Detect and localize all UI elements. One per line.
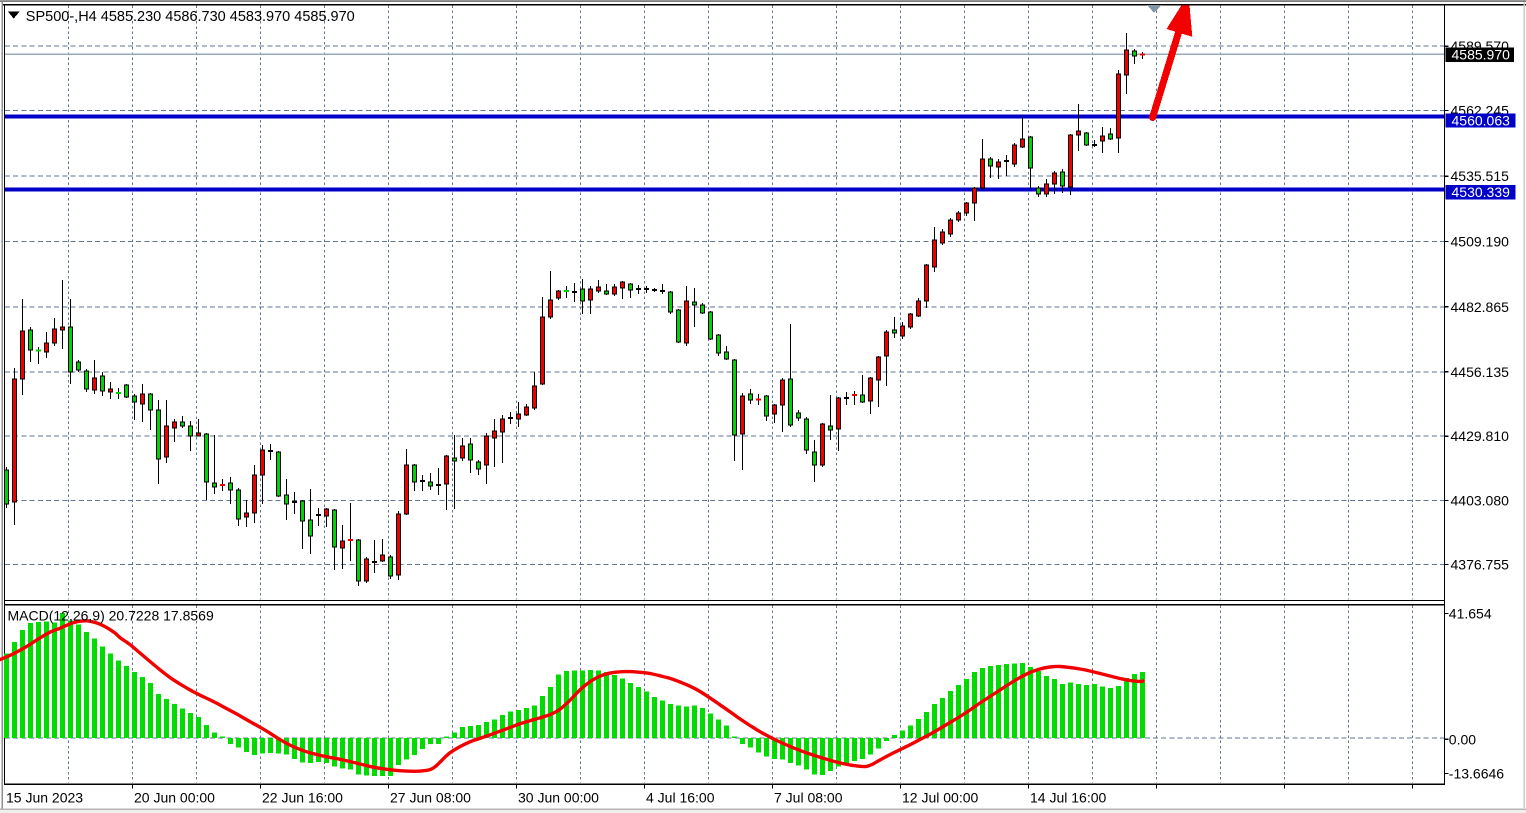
svg-text:27 Jun 08:00: 27 Jun 08:00 — [390, 789, 471, 805]
svg-text:41.654: 41.654 — [1449, 606, 1492, 622]
svg-text:22 Jun 16:00: 22 Jun 16:00 — [262, 789, 343, 805]
svg-text:30 Jun 00:00: 30 Jun 00:00 — [518, 789, 599, 805]
svg-text:4456.135: 4456.135 — [1451, 364, 1510, 380]
svg-text:4509.190: 4509.190 — [1451, 233, 1510, 249]
svg-text:SP500-,H4 4585.230 4586.730 4: SP500-,H4 4585.230 4586.730 4583.970 458… — [26, 9, 355, 25]
svg-text:4585.970: 4585.970 — [1452, 47, 1511, 63]
svg-text:4535.515: 4535.515 — [1451, 168, 1510, 184]
svg-text:4429.810: 4429.810 — [1451, 428, 1510, 444]
svg-text:4 Jul 16:00: 4 Jul 16:00 — [646, 789, 715, 805]
svg-text:7 Jul 08:00: 7 Jul 08:00 — [774, 789, 843, 805]
svg-text:4530.339: 4530.339 — [1452, 184, 1511, 200]
svg-text:14 Jul 16:00: 14 Jul 16:00 — [1030, 789, 1106, 805]
svg-text:4482.865: 4482.865 — [1451, 299, 1510, 315]
svg-text:20 Jun 00:00: 20 Jun 00:00 — [134, 789, 215, 805]
svg-text:MACD(12,26,9) 20.7228 17.8569: MACD(12,26,9) 20.7228 17.8569 — [8, 608, 214, 624]
svg-text:4560.063: 4560.063 — [1452, 112, 1511, 128]
svg-text:15 Jun 2023: 15 Jun 2023 — [6, 789, 83, 805]
svg-text:12 Jul 00:00: 12 Jul 00:00 — [902, 789, 978, 805]
svg-text:0.00: 0.00 — [1449, 731, 1476, 747]
svg-text:4403.080: 4403.080 — [1451, 492, 1510, 508]
svg-text:4376.755: 4376.755 — [1451, 557, 1510, 573]
svg-text:-13.6646: -13.6646 — [1449, 766, 1504, 782]
